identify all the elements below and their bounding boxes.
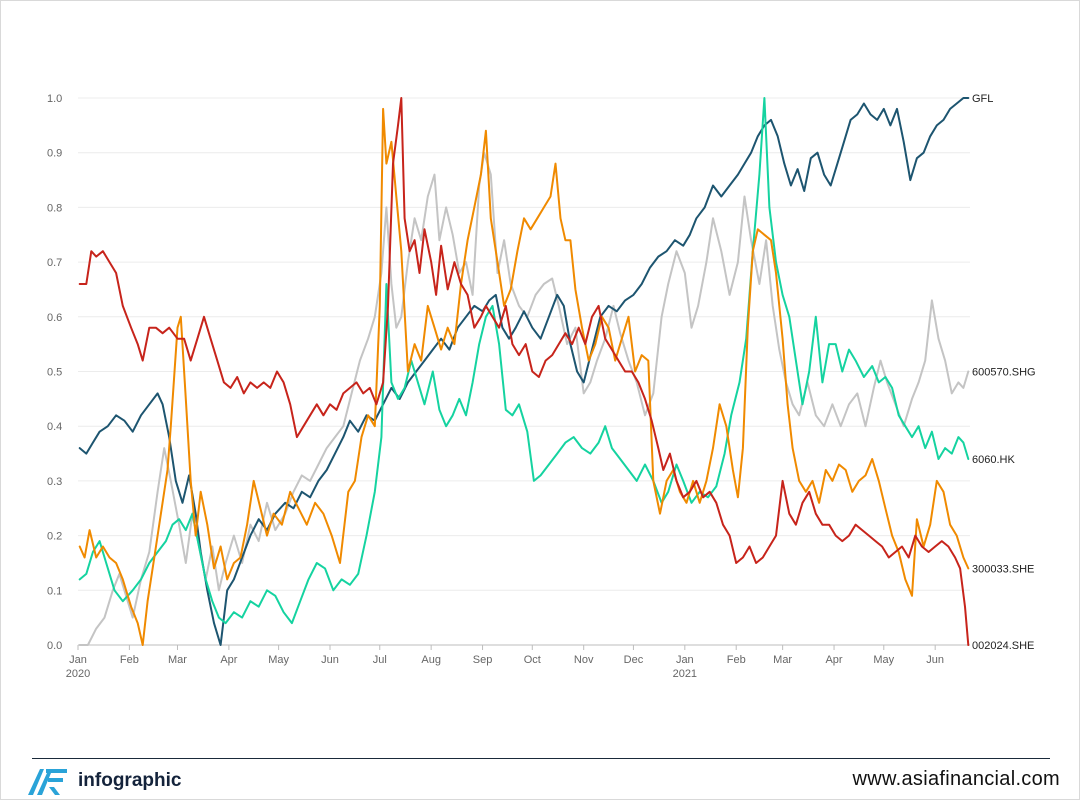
x-tick-label: Jun [926, 654, 944, 666]
series-label-002024-she: 002024.SHE [972, 640, 1034, 652]
series-label-6060-hk: 6060.HK [972, 454, 1015, 466]
brand-label: infographic [78, 770, 182, 791]
y-tick-label: 0.8 [47, 202, 62, 214]
line-chart: 0.0 0.1 0.2 0.3 0.4 0.5 0.6 0.7 0.8 0.9 1.0 Jan 202… [47, 93, 1036, 680]
y-tick-label: 0.0 [47, 640, 62, 652]
y-tick-label: 0.2 [47, 531, 62, 543]
footer-brand: infographic [28, 766, 181, 796]
series-lines [78, 97, 970, 646]
x-tick-year-label: 2020 [66, 668, 90, 680]
series-line-002024-she [78, 97, 970, 646]
x-tick-label: Jan [676, 654, 694, 666]
x-tick-label: Feb [727, 654, 746, 666]
x-tick-label: May [268, 654, 289, 666]
series-line-gfl [78, 97, 970, 646]
series-label-600570-shg: 600570.SHG [972, 367, 1036, 379]
y-axis: 0.0 0.1 0.2 0.3 0.4 0.5 0.6 0.7 0.8 0.9 1.0 [47, 93, 62, 652]
x-tick-year-label: 2021 [673, 668, 697, 680]
y-tick-label: 0.5 [47, 367, 62, 379]
series-label-gfl: GFL [972, 93, 993, 105]
series-line-300033-she [78, 107, 970, 646]
x-tick-label: Aug [421, 654, 441, 666]
x-tick-label: Sep [473, 654, 493, 666]
x-tick-label: Apr [825, 654, 842, 666]
y-tick-label: 0.1 [47, 585, 62, 597]
asia-financial-logo-icon [28, 769, 67, 795]
y-tick-label: 0.3 [47, 476, 62, 488]
x-tick-label: Apr [220, 654, 237, 666]
x-tick-label: Mar [168, 654, 187, 666]
x-tick-label: Mar [773, 654, 792, 666]
gridlines [78, 97, 970, 646]
x-tick-label: Jun [321, 654, 339, 666]
x-tick-label: Nov [574, 654, 594, 666]
x-axis: Jan 2020 Feb Mar Apr May Jun Jul Aug Sep Oct Nov Dec… [66, 645, 944, 680]
y-tick-label: 0.9 [47, 148, 62, 160]
series-end-labels: 600570.SHG GFL 6060.HK 300033.SHE 002024.SHE [972, 93, 1036, 652]
footer-divider [32, 758, 1050, 759]
x-tick-label: May [873, 654, 894, 666]
series-label-300033-she: 300033.SHE [972, 563, 1034, 575]
y-tick-label: 0.7 [47, 257, 62, 269]
website-link[interactable]: www.asiafinancial.com [852, 768, 1060, 790]
series-line-600570-shg [78, 151, 970, 646]
x-tick-label: Jul [373, 654, 387, 666]
y-tick-label: 0.4 [47, 421, 62, 433]
x-tick-label: Oct [524, 654, 541, 666]
y-tick-label: 1.0 [47, 93, 62, 105]
y-tick-label: 0.6 [47, 312, 62, 324]
x-tick-label: Dec [624, 654, 644, 666]
series-line-6060-hk [78, 97, 970, 625]
x-tick-label: Feb [120, 654, 139, 666]
x-tick-label: Jan [69, 654, 87, 666]
